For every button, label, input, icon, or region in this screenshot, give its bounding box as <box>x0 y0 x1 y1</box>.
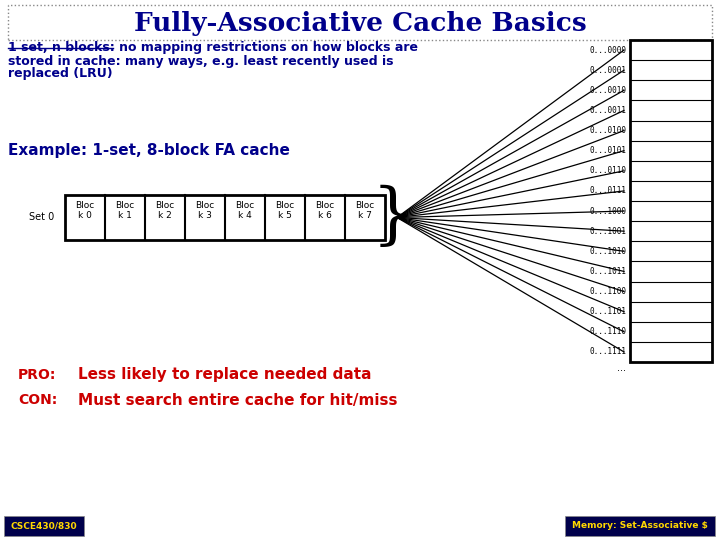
Text: Bloc
k 7: Bloc k 7 <box>356 201 374 220</box>
Text: Set 0: Set 0 <box>30 213 55 222</box>
Text: 0...0111: 0...0111 <box>589 186 626 195</box>
Text: 0...0001: 0...0001 <box>589 66 626 75</box>
Text: replaced (LRU): replaced (LRU) <box>8 68 112 80</box>
Bar <box>8 5 712 40</box>
Text: PRO:: PRO: <box>18 368 56 382</box>
Text: stored in cache: many ways, e.g. least recently used is: stored in cache: many ways, e.g. least r… <box>8 55 394 68</box>
Text: ...: ... <box>617 363 626 373</box>
Text: Bloc
k 1: Bloc k 1 <box>115 201 135 220</box>
Text: 0...1001: 0...1001 <box>589 227 626 235</box>
Text: 1 set, n blocks: no mapping restrictions on how blocks are: 1 set, n blocks: no mapping restrictions… <box>8 42 418 55</box>
Text: Bloc
k 6: Bloc k 6 <box>315 201 335 220</box>
Text: 0...1011: 0...1011 <box>589 267 626 276</box>
Bar <box>565 516 715 536</box>
Text: Bloc
k 0: Bloc k 0 <box>76 201 94 220</box>
Text: Memory: Set-Associative $: Memory: Set-Associative $ <box>572 522 708 530</box>
Text: Must search entire cache for hit/miss: Must search entire cache for hit/miss <box>78 393 397 408</box>
Text: 0...0010: 0...0010 <box>589 86 626 95</box>
Text: 0...0101: 0...0101 <box>589 146 626 155</box>
Text: 0...0000: 0...0000 <box>589 45 626 55</box>
Text: CON:: CON: <box>18 393 58 407</box>
Text: 0...1000: 0...1000 <box>589 207 626 215</box>
Bar <box>630 40 712 362</box>
Text: Bloc
k 3: Bloc k 3 <box>195 201 215 220</box>
Text: 0...1100: 0...1100 <box>589 287 626 296</box>
Text: 0...0011: 0...0011 <box>589 106 626 115</box>
Text: Fully-Associative Cache Basics: Fully-Associative Cache Basics <box>134 10 586 36</box>
Bar <box>4 516 84 536</box>
Text: 0...1111: 0...1111 <box>589 347 626 356</box>
Bar <box>65 195 385 240</box>
Text: Bloc
k 2: Bloc k 2 <box>156 201 175 220</box>
Text: 0...1010: 0...1010 <box>589 247 626 256</box>
Text: Bloc
k 5: Bloc k 5 <box>275 201 294 220</box>
Text: Example: 1-set, 8-block FA cache: Example: 1-set, 8-block FA cache <box>8 143 290 158</box>
Text: Less likely to replace needed data: Less likely to replace needed data <box>78 368 372 382</box>
Text: 0...0110: 0...0110 <box>589 166 626 176</box>
Text: 0...1110: 0...1110 <box>589 327 626 336</box>
Text: 0...0100: 0...0100 <box>589 126 626 135</box>
Text: Bloc
k 4: Bloc k 4 <box>235 201 255 220</box>
Text: }: } <box>372 185 414 250</box>
Text: 0...1101: 0...1101 <box>589 307 626 316</box>
Text: CSCE430/830: CSCE430/830 <box>11 522 77 530</box>
